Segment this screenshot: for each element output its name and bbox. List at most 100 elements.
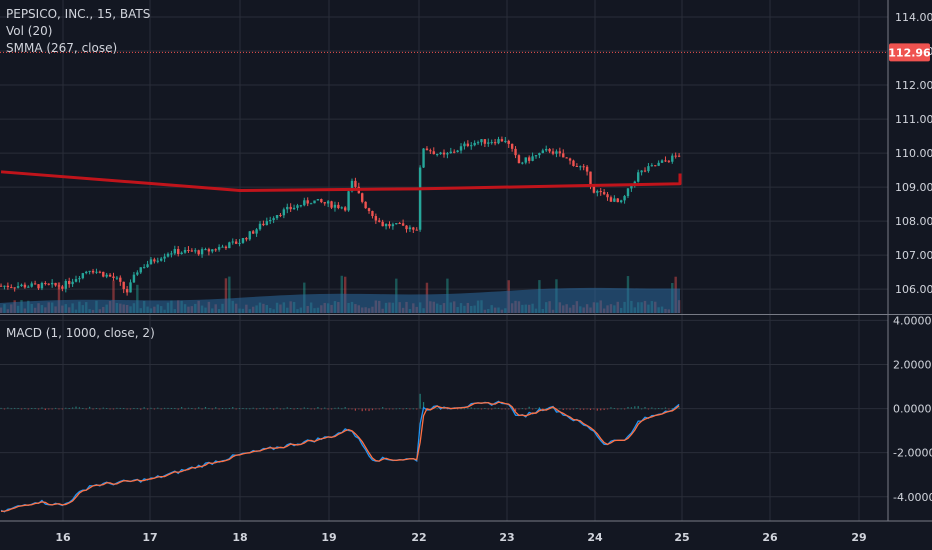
volume-bars [0, 275, 681, 313]
candle-body-46 [156, 260, 159, 262]
macd-hist-164 [559, 408, 561, 410]
candle-body-180 [613, 198, 616, 202]
macd-hist-176 [600, 408, 602, 411]
macd-hist-111 [378, 408, 380, 410]
macd-hist-39 [133, 408, 135, 409]
macd-hist-119 [405, 408, 408, 409]
candlesticks[interactable] [0, 136, 681, 296]
candle-body-41 [139, 267, 142, 273]
candle-body-59 [200, 249, 204, 255]
macd-hist-0 [0, 407, 2, 409]
macd-hist-68 [232, 407, 234, 409]
candle-body-98 [333, 204, 337, 208]
candle-body-162 [551, 151, 555, 154]
macd-hist-26 [89, 406, 91, 409]
candle-body-20 [67, 280, 71, 285]
macd-hist-192 [654, 408, 656, 410]
candle-body-164 [558, 151, 562, 154]
macd-hist-20 [68, 408, 70, 409]
candle-body-52 [177, 249, 180, 255]
volume-legend[interactable]: Vol (20) [6, 24, 53, 38]
macd-hist-139 [474, 408, 476, 410]
macd-hist-184 [627, 406, 629, 409]
macd-hist-115 [392, 408, 394, 410]
candle-body-16 [54, 282, 57, 286]
macd-hist-61 [208, 408, 210, 410]
macd-hist-21 [72, 407, 74, 409]
candle-body-11 [37, 284, 40, 289]
macd-legend[interactable]: MACD (1, 1000, close, 2) [6, 326, 155, 340]
macd-hist-168 [572, 408, 575, 410]
candle-body-132 [449, 151, 453, 154]
candle-body-155 [527, 157, 531, 161]
time-axis[interactable]: 16 17 18 19 22 23 24 25 26 29 [55, 531, 866, 544]
candle-body-150 [510, 143, 514, 149]
volume-bar-40 [136, 284, 139, 313]
candle-body-91 [309, 203, 313, 205]
smma-path [0, 170, 682, 193]
macd-hist-186 [634, 406, 636, 409]
candle-body-126 [429, 150, 432, 152]
candle-body-64 [217, 247, 221, 250]
candle-body-7 [23, 284, 27, 288]
candle-body-12 [40, 282, 44, 289]
candle-body-1 [3, 285, 6, 287]
macd-hist-16 [54, 407, 57, 409]
macd-hist-58 [198, 407, 200, 409]
macd-hist-188 [641, 408, 643, 410]
candle-body-148 [504, 140, 507, 142]
macd-hist-143 [487, 408, 489, 410]
candle-body-115 [391, 224, 395, 227]
macd-hist-46 [157, 407, 159, 409]
macd-hist-128 [436, 408, 438, 410]
candle-body-111 [378, 220, 381, 222]
candle-body-172 [585, 166, 589, 172]
candle-body-76 [258, 223, 262, 230]
candle-body-103 [350, 180, 354, 192]
macd-hist-2 [7, 407, 9, 409]
candle-body-93 [316, 199, 320, 201]
macd-hist-78 [266, 408, 268, 410]
time-tick-label-5: 23 [499, 531, 514, 544]
candle-body-158 [538, 153, 541, 156]
macd-hist-59 [201, 408, 203, 410]
candle-body-61 [207, 249, 211, 252]
macd-hist-84 [286, 407, 288, 409]
macd-hist-151 [514, 408, 517, 412]
candle-body-71 [241, 238, 245, 243]
candle-body-42 [142, 267, 146, 269]
macd-hist-71 [242, 408, 244, 409]
candle-body-170 [579, 166, 582, 168]
candle-body-187 [637, 172, 640, 182]
volume-bar-66 [224, 278, 228, 313]
macd-hist-110 [375, 408, 377, 410]
candle-body-72 [245, 238, 248, 240]
macd-axis[interactable]: 4.0000 2.0000 0.0000 -2.0000 -4.0000 [893, 314, 932, 503]
smma-line [0, 51, 888, 193]
macd-hist-171 [583, 408, 585, 410]
macd-hist-169 [576, 408, 578, 409]
macd-hist-108 [368, 408, 370, 412]
macd-hist-99 [337, 407, 339, 409]
candle-body-58 [197, 250, 200, 255]
candle-body-194 [660, 160, 664, 163]
macd-hist-124 [422, 402, 425, 409]
candle-body-24 [81, 273, 85, 279]
macd-hist-80 [273, 408, 275, 410]
candle-body-83 [282, 209, 286, 216]
candle-body-56 [190, 250, 194, 252]
macd-hist-138 [470, 407, 472, 409]
candle-body-167 [568, 158, 572, 161]
symbol-title[interactable]: PEPSICO, INC., 15, BATS [6, 7, 151, 21]
smma-legend[interactable]: SMMA (267, close) [6, 41, 118, 55]
macd-hist-166 [566, 408, 568, 410]
macd-hist-35 [119, 407, 121, 409]
macd-hist-152 [518, 408, 520, 410]
candle-body-97 [330, 201, 333, 208]
main-legend: PEPSICO, INC., 15, BATS Vol (20) SMMA (2… [6, 6, 150, 57]
macd-hist-66 [225, 408, 227, 410]
candle-body-196 [667, 160, 671, 162]
candle-body-166 [565, 157, 568, 159]
candle-body-129 [439, 152, 442, 155]
